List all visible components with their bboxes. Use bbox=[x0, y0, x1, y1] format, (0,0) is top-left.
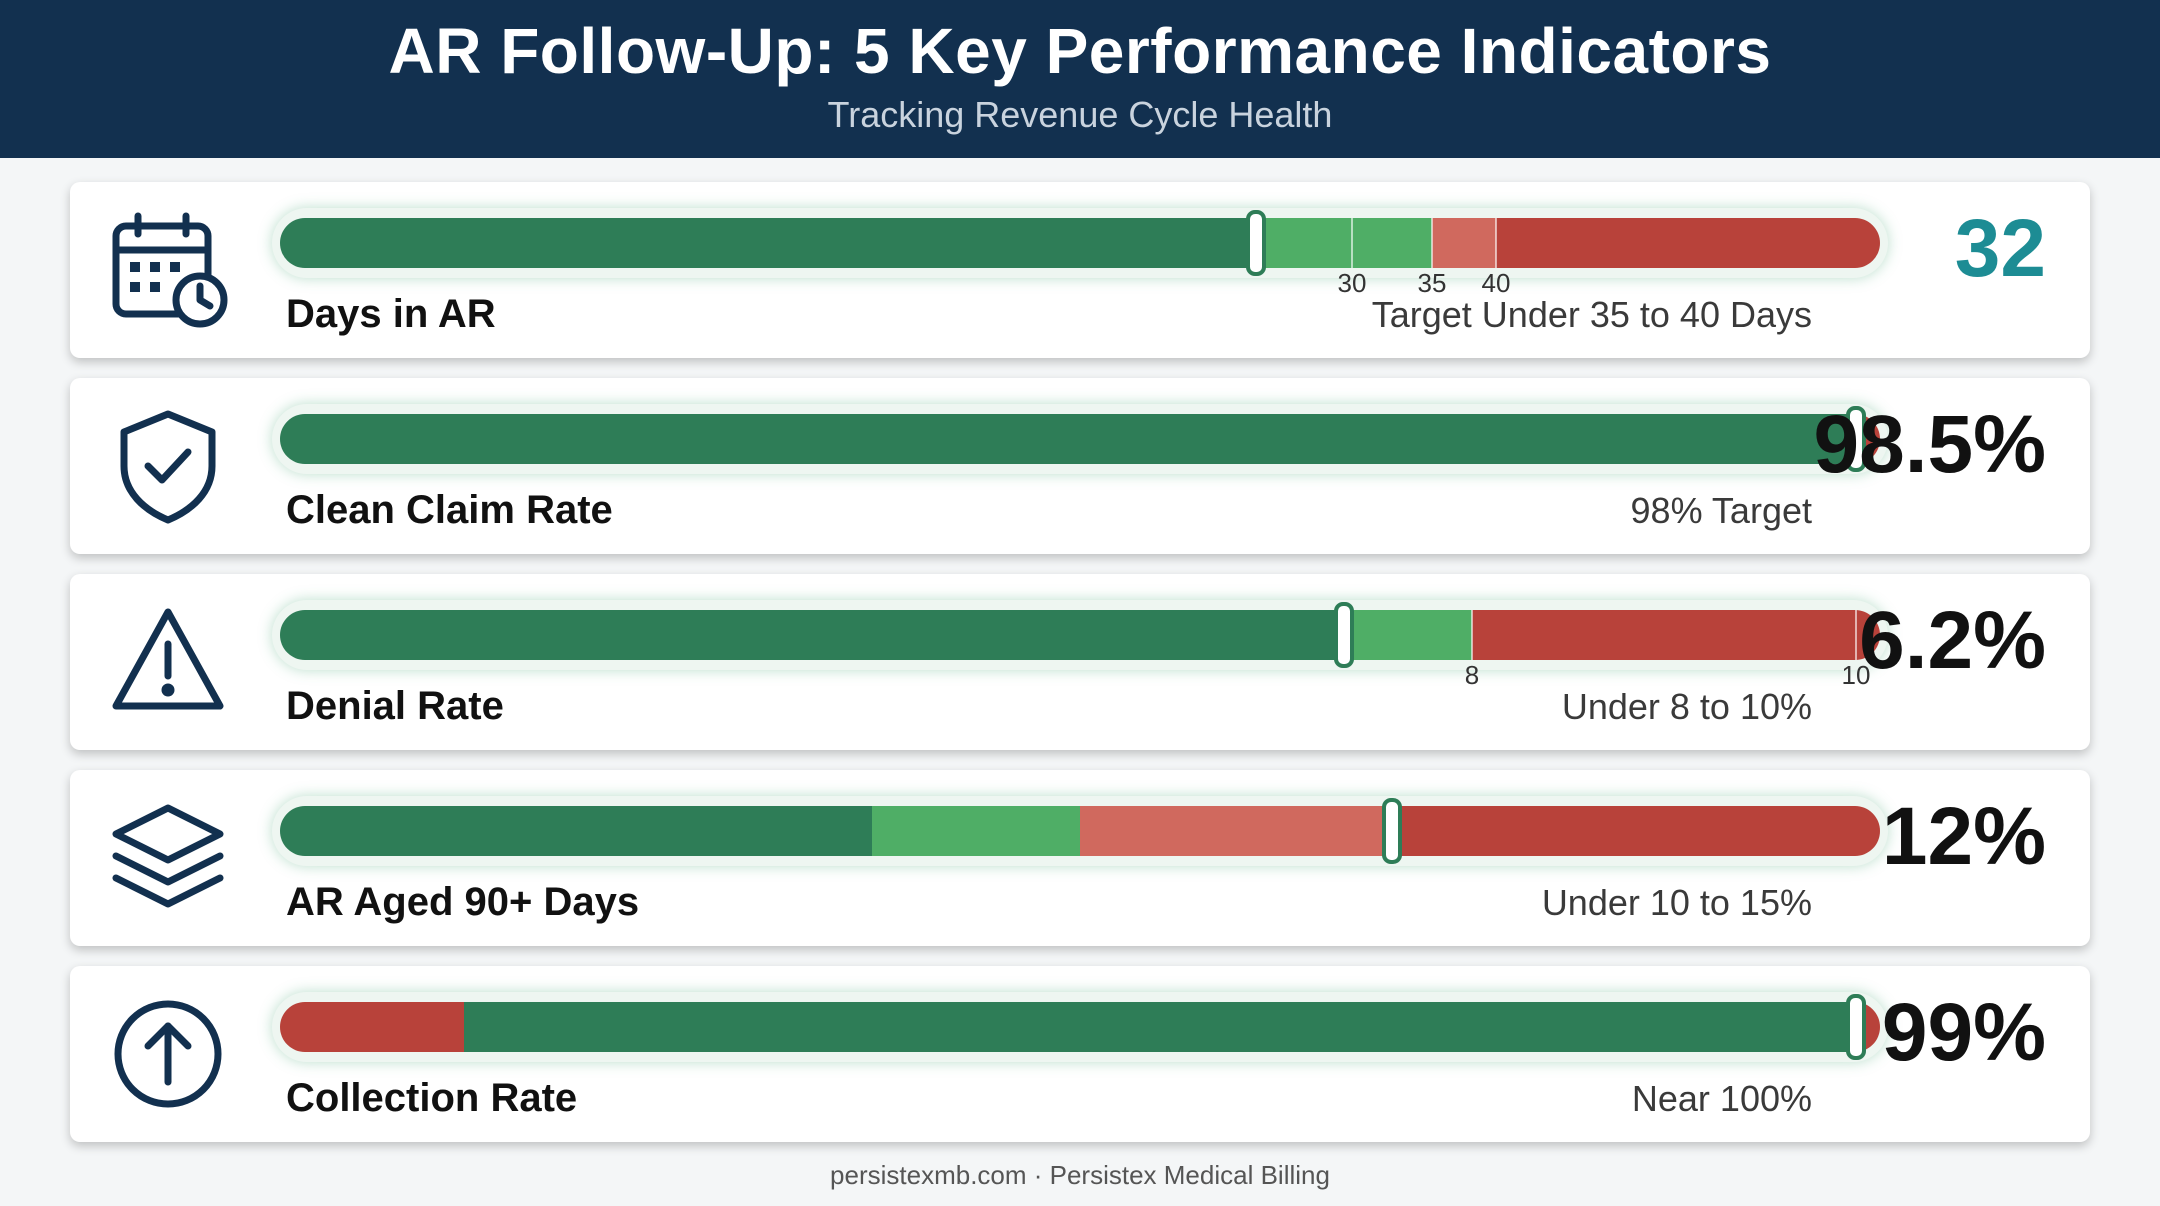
warning-icon bbox=[108, 602, 228, 722]
arrow-up-circle-icon bbox=[108, 994, 228, 1114]
kpi-target: Target Under 35 to 40 Days bbox=[1371, 294, 1812, 335]
kpi-card-days-in-ar: 30 35 40 Days in AR Target Under 35 to 40 … bbox=[70, 182, 2090, 358]
bar-segment bbox=[1496, 218, 1880, 268]
kpi-label: Denial Rate bbox=[286, 684, 504, 728]
bar-segment bbox=[1472, 610, 1880, 660]
kpi-target: Near 100% bbox=[1631, 1078, 1812, 1119]
tick-label: 10 bbox=[1842, 660, 1871, 690]
kpi-value: 12% bbox=[1881, 791, 2046, 882]
kpi-bar bbox=[272, 796, 1888, 866]
kpi-card-denial-rate: 8 10 Denial Rate Under 8 to 10% 6.2% bbox=[70, 574, 2090, 750]
kpi-value: 32 bbox=[1954, 203, 2046, 294]
bar-segment bbox=[280, 806, 873, 856]
kpi-card-collection-rate: Collection Rate Near 100% 99% bbox=[70, 966, 2090, 1142]
layers-icon bbox=[108, 798, 228, 918]
kpi-value: 98.5% bbox=[1813, 399, 2046, 490]
bar-segment bbox=[1432, 218, 1497, 268]
kpi-label: AR Aged 90+ Days bbox=[286, 880, 640, 924]
tick-label: 40 bbox=[1482, 268, 1511, 298]
kpi-bar: 30 35 40 bbox=[272, 208, 1888, 298]
value-marker bbox=[1846, 994, 1866, 1060]
bar-segment bbox=[1256, 218, 1433, 268]
header-banner: AR Follow-Up: 5 Key Performance Indicato… bbox=[0, 0, 2160, 158]
page-title: AR Follow-Up: 5 Key Performance Indicato… bbox=[388, 15, 1772, 87]
page-subtitle: Tracking Revenue Cycle Health bbox=[827, 94, 1333, 135]
bar-segment bbox=[1080, 806, 1393, 856]
value-marker bbox=[1246, 210, 1266, 276]
value-marker bbox=[1334, 602, 1354, 668]
bar-segment bbox=[280, 1002, 465, 1052]
kpi-bar bbox=[272, 404, 1888, 474]
bar-segment bbox=[1344, 610, 1473, 660]
value-marker bbox=[1846, 406, 1866, 472]
value-marker bbox=[1382, 798, 1402, 864]
bar-segment bbox=[280, 414, 1857, 464]
tick-label: 30 bbox=[1338, 268, 1367, 298]
kpi-target: 98% Target bbox=[1630, 490, 1812, 531]
kpi-label: Clean Claim Rate bbox=[286, 488, 613, 532]
kpi-card-clean-claim-rate: Clean Claim Rate 98% Target 98.5% bbox=[70, 378, 2090, 554]
shield-check-icon bbox=[108, 406, 228, 526]
kpi-target: Under 10 to 15% bbox=[1541, 882, 1812, 923]
bar-segment bbox=[872, 806, 1081, 856]
bar-segment bbox=[1392, 806, 1880, 856]
kpi-label: Days in AR bbox=[286, 292, 496, 336]
bar-segment bbox=[464, 1002, 1857, 1052]
bar-segment bbox=[280, 610, 1345, 660]
tick-label: 35 bbox=[1418, 268, 1447, 298]
footer-credit: persistexmb.com · Persistex Medical Bill… bbox=[830, 1160, 1330, 1190]
calendar-clock-icon bbox=[108, 210, 228, 330]
tick-label: 8 bbox=[1465, 660, 1479, 690]
kpi-label: Collection Rate bbox=[286, 1076, 578, 1120]
kpi-card-ar-aged-90: AR Aged 90+ Days Under 10 to 15% 12% bbox=[70, 770, 2090, 946]
kpi-value: 99% bbox=[1881, 987, 2046, 1078]
kpi-bar bbox=[272, 992, 1888, 1062]
bar-segment bbox=[280, 218, 1257, 268]
kpi-target: Under 8 to 10% bbox=[1561, 686, 1812, 727]
kpi-value: 6.2% bbox=[1859, 595, 2046, 686]
kpi-bar: 8 10 bbox=[272, 600, 1888, 690]
